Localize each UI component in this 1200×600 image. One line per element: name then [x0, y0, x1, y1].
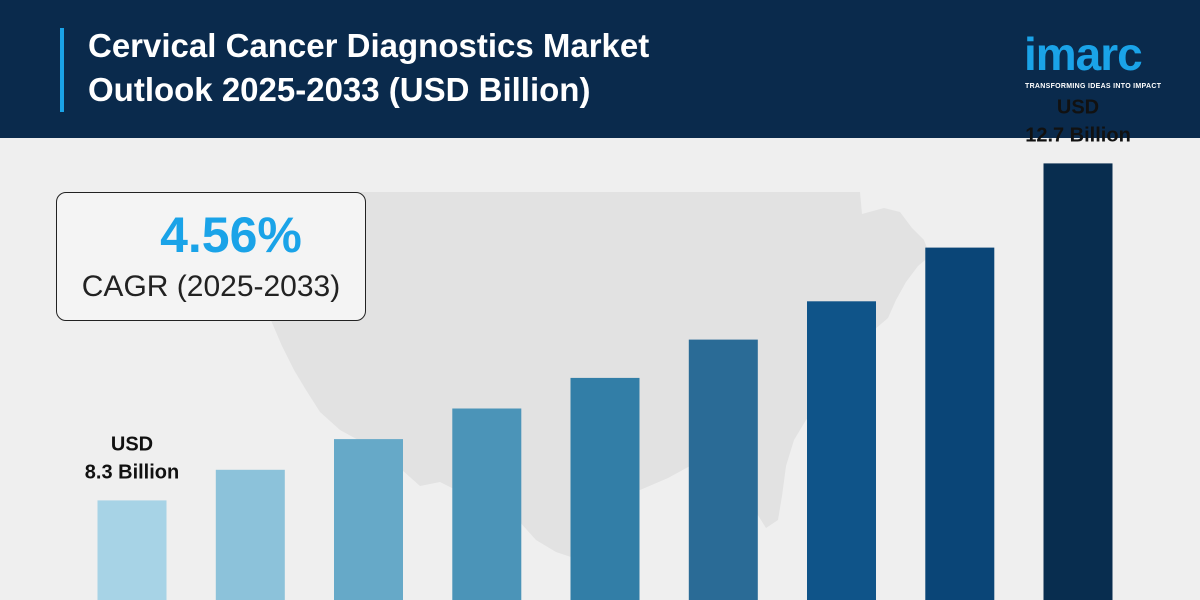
page-title: Cervical Cancer Diagnostics Market Outlo… — [88, 24, 908, 112]
cagr-value: 4.56% — [160, 207, 302, 263]
title-accent-bar — [60, 28, 64, 112]
imarc-logo: imarc TRANSFORMING IDEAS INTO IMPACT — [1024, 26, 1180, 96]
annotation-8-line2: 12.7 Billion — [1025, 124, 1131, 146]
bar-2027 — [334, 439, 403, 600]
annotation-0-line1: USD — [111, 433, 153, 455]
bar-2030 — [688, 339, 758, 600]
annotation-group: USD 8.3 Billion USD 12.7 Billion — [85, 96, 1131, 483]
bar-group — [97, 163, 1113, 600]
bar-2025 — [97, 500, 167, 600]
annotation-8-line1: USD — [1057, 96, 1099, 118]
bar-2029 — [570, 377, 640, 600]
cagr-label: CAGR (2025-2033) — [81, 270, 341, 303]
bar-2032 — [925, 247, 995, 600]
logo-tagline: TRANSFORMING IDEAS INTO IMPACT — [1025, 83, 1162, 90]
bar-2033 — [1043, 163, 1113, 600]
title-line-2: Outlook 2025-2033 (USD Billion) — [88, 71, 591, 108]
logo-wordmark: imarc — [1024, 28, 1143, 80]
annotation-0-line2: 8.3 Billion — [85, 461, 179, 483]
bar-2031 — [807, 301, 876, 600]
bar-2028 — [452, 408, 522, 600]
title-line-1: Cervical Cancer Diagnostics Market — [88, 27, 650, 64]
header-banner: Cervical Cancer Diagnostics Market Outlo… — [0, 0, 1200, 138]
cagr-callout: 4.56% CAGR (2025-2033) — [56, 192, 366, 321]
bar-2026 — [215, 469, 285, 600]
